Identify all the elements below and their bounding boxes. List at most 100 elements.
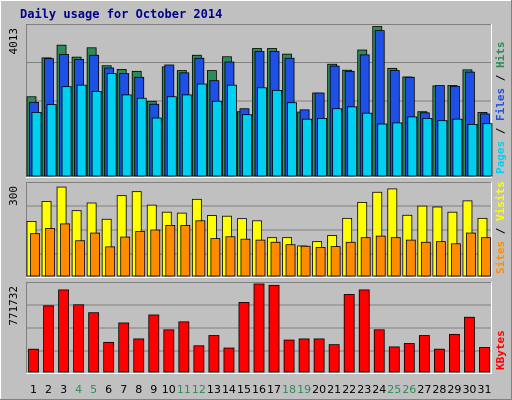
- bar-sites-day-5: [90, 232, 101, 277]
- bar-kbytes-day-18: [283, 339, 295, 373]
- bar-pages-day-6: [106, 73, 117, 177]
- bar-kbytes-day-5: [88, 312, 100, 373]
- bar-sites-day-25: [390, 237, 401, 277]
- bar-sites-day-4: [75, 240, 85, 277]
- x-label-day-18: 18: [282, 383, 296, 396]
- bar-sites-day-27: [420, 241, 431, 277]
- x-label-day-14: 14: [222, 383, 236, 396]
- bar-pages-day-24: [377, 123, 388, 177]
- x-label-day-4: 4: [75, 383, 82, 396]
- bar-kbytes-day-11: [178, 321, 190, 373]
- legend-pages: Pages: [494, 141, 507, 174]
- bar-pages-day-23: [362, 112, 373, 177]
- x-label-day-20: 20: [312, 383, 326, 396]
- legend-separator: /: [494, 68, 507, 88]
- x-label-day-25: 25: [387, 383, 401, 396]
- bar-sites-day-24: [375, 235, 386, 277]
- bar-kbytes-day-30: [464, 316, 475, 373]
- bar-kbytes-day-3: [58, 289, 69, 373]
- bar-kbytes-day-19: [298, 338, 310, 373]
- bar-kbytes-day-13: [208, 335, 220, 373]
- bar-sites-day-1: [30, 233, 40, 277]
- x-axis-day-labels: 1 2 3 4 5 6 7 8 9 10 11 12 13 14 15 16 17 18 19 20 21 22 23 24 2…: [30, 383, 491, 396]
- bar-kbytes-day-9: [148, 314, 160, 373]
- bar-pages-day-8: [136, 97, 147, 177]
- bar-kbytes-day-6: [103, 341, 115, 373]
- x-label-day-31: 31: [477, 383, 491, 396]
- bar-pages-day-28: [437, 120, 448, 177]
- bar-sites-day-31: [481, 237, 491, 277]
- legend-visits: Visits: [494, 181, 507, 221]
- x-label-day-29: 29: [447, 383, 461, 396]
- bar-pages-day-19: [302, 118, 312, 177]
- x-label-day-13: 13: [207, 383, 221, 396]
- bar-sites-day-20: [315, 247, 326, 277]
- x-label-day-27: 27: [417, 383, 431, 396]
- x-label-day-1: 1: [30, 383, 37, 396]
- bar-sites-day-26: [405, 239, 416, 277]
- bar-sites-day-12: [195, 220, 206, 277]
- panel-hits-ytick: 4013: [7, 28, 20, 55]
- bar-kbytes-day-21: [328, 344, 340, 373]
- bar-sites-day-21: [330, 246, 341, 277]
- chart-title: Daily usage for October 2014: [20, 7, 222, 21]
- legend-hits: Hits: [494, 42, 507, 69]
- panel-visits-ytick: 300: [7, 186, 20, 206]
- x-label-day-7: 7: [120, 383, 127, 396]
- bar-pages-day-16: [257, 87, 267, 177]
- bar-pages-day-20: [317, 118, 328, 177]
- bar-sites-day-30: [466, 232, 476, 277]
- bar-pages-day-15: [242, 114, 252, 177]
- bar-pages-day-13: [211, 100, 222, 177]
- bar-pages-day-18: [287, 102, 297, 177]
- panel-kbytes-legend: KBytes: [494, 330, 507, 370]
- bar-pages-day-17: [272, 90, 282, 177]
- x-label-day-21: 21: [327, 383, 341, 396]
- panel-hits: 4013 Pages / Files / Hits: [7, 24, 507, 178]
- bar-kbytes-day-22: [343, 294, 355, 373]
- bar-sites-day-22: [345, 241, 356, 277]
- bar-sites-day-6: [105, 246, 116, 277]
- bar-kbytes-day-24: [373, 329, 385, 373]
- bar-sites-day-7: [120, 236, 131, 277]
- bar-kbytes-day-20: [313, 338, 325, 373]
- bar-sites-day-3: [60, 223, 70, 277]
- bar-kbytes-day-27: [418, 335, 430, 373]
- bar-kbytes-day-31: [479, 347, 490, 373]
- bar-pages-day-7: [121, 94, 132, 177]
- bar-sites-day-16: [255, 239, 266, 277]
- bar-kbytes-day-14: [223, 347, 235, 373]
- bar-sites-day-23: [360, 237, 371, 277]
- x-label-day-11: 11: [177, 383, 191, 396]
- bar-kbytes-day-4: [73, 304, 85, 373]
- bar-sites-day-9: [150, 229, 161, 277]
- bar-kbytes-day-28: [433, 348, 445, 373]
- bar-kbytes-day-17: [268, 284, 280, 373]
- bar-kbytes-day-8: [133, 338, 145, 373]
- bar-pages-day-5: [91, 91, 102, 177]
- bar-sites-day-8: [135, 231, 146, 277]
- bar-pages-day-29: [452, 118, 463, 177]
- bar-pages-day-12: [196, 83, 207, 177]
- bar-pages-day-2: [46, 104, 57, 177]
- bar-sites-day-13: [210, 238, 221, 277]
- x-label-day-12: 12: [192, 383, 206, 396]
- bar-sites-day-14: [225, 236, 236, 277]
- bar-pages-day-4: [76, 84, 87, 177]
- x-label-day-17: 17: [267, 383, 281, 396]
- x-label-day-10: 10: [162, 383, 176, 396]
- bar-pages-day-14: [227, 84, 237, 177]
- x-label-day-9: 9: [150, 383, 157, 396]
- bar-sites-day-11: [180, 224, 191, 277]
- x-label-day-30: 30: [462, 383, 476, 396]
- x-label-day-5: 5: [90, 383, 97, 396]
- bar-pages-day-21: [332, 108, 343, 177]
- x-label-day-19: 19: [297, 383, 311, 396]
- x-label-day-26: 26: [402, 383, 416, 396]
- bar-pages-day-31: [482, 123, 493, 177]
- bar-sites-day-28: [435, 241, 446, 277]
- x-label-day-15: 15: [237, 383, 251, 396]
- bar-pages-day-27: [422, 118, 433, 177]
- bar-pages-day-30: [467, 124, 478, 177]
